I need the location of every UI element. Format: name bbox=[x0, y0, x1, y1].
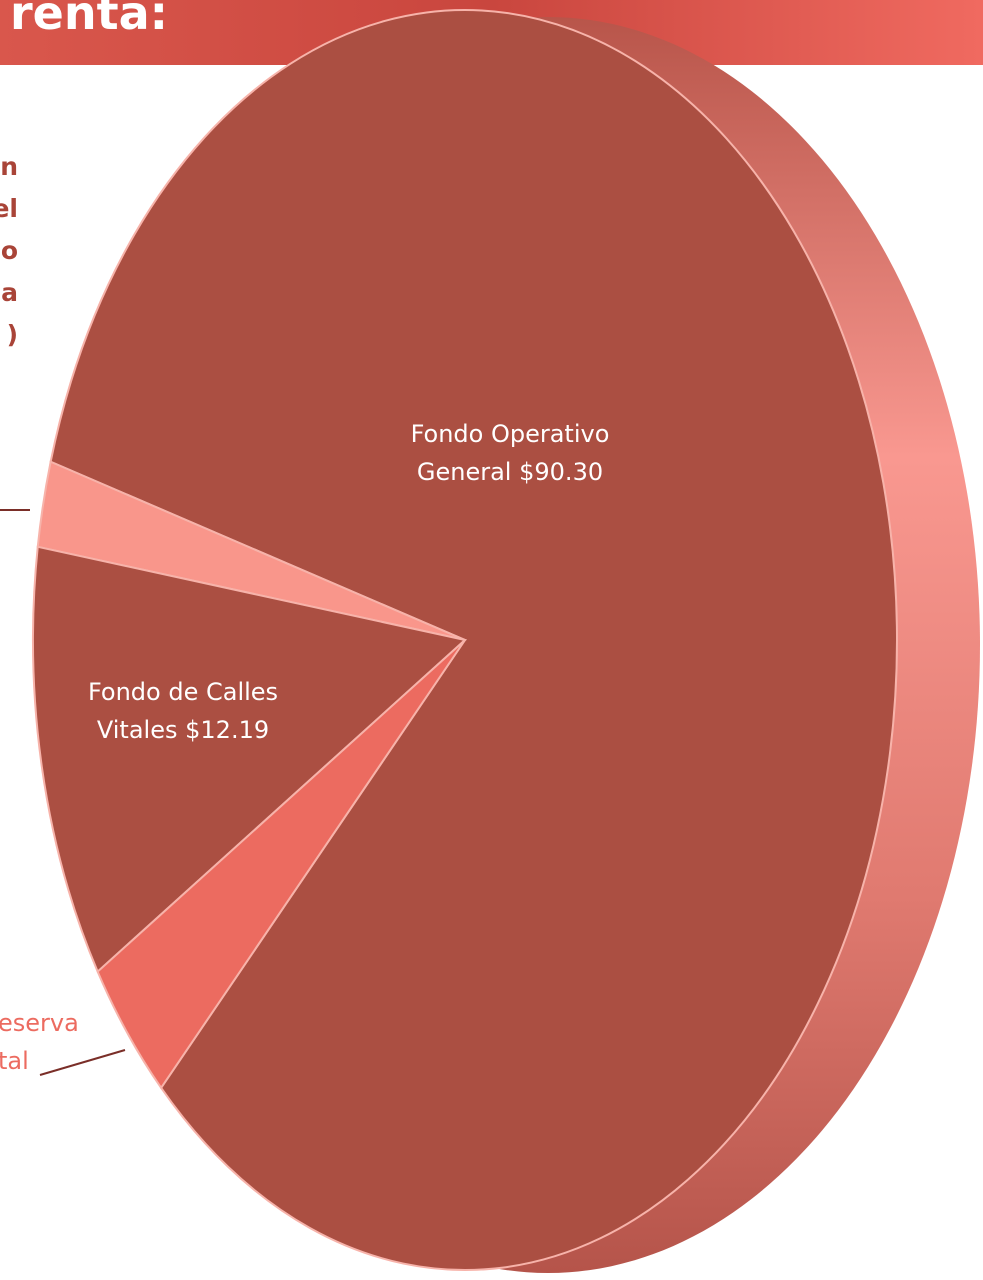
slice-value-label: $12.19 bbox=[185, 716, 270, 744]
slice-value-label: $90.30 bbox=[519, 458, 604, 486]
slide-title: renta: bbox=[10, 0, 169, 40]
slice-category: Fondo Operativo General bbox=[410, 420, 610, 486]
leader-line bbox=[39, 1049, 126, 1076]
side-text: n bbox=[0, 152, 18, 181]
side-text: ) bbox=[6, 320, 18, 349]
slice-category: eserva tal bbox=[0, 1009, 79, 1075]
side-text: el bbox=[0, 194, 18, 223]
pie-slice bbox=[96, 639, 466, 1090]
side-text: a bbox=[1, 278, 18, 307]
slice-label: Fondo Operativo General $90.30 bbox=[375, 415, 645, 491]
slice-category: Fondo de Calles Vitales bbox=[87, 678, 279, 744]
slice-label: eserva tal bbox=[0, 1004, 98, 1080]
slice-label: Fondo de Calles Vitales $12.19 bbox=[60, 673, 306, 749]
pie-slice bbox=[49, 9, 898, 1271]
side-text: o bbox=[0, 236, 18, 265]
pie-slice bbox=[32, 545, 468, 974]
